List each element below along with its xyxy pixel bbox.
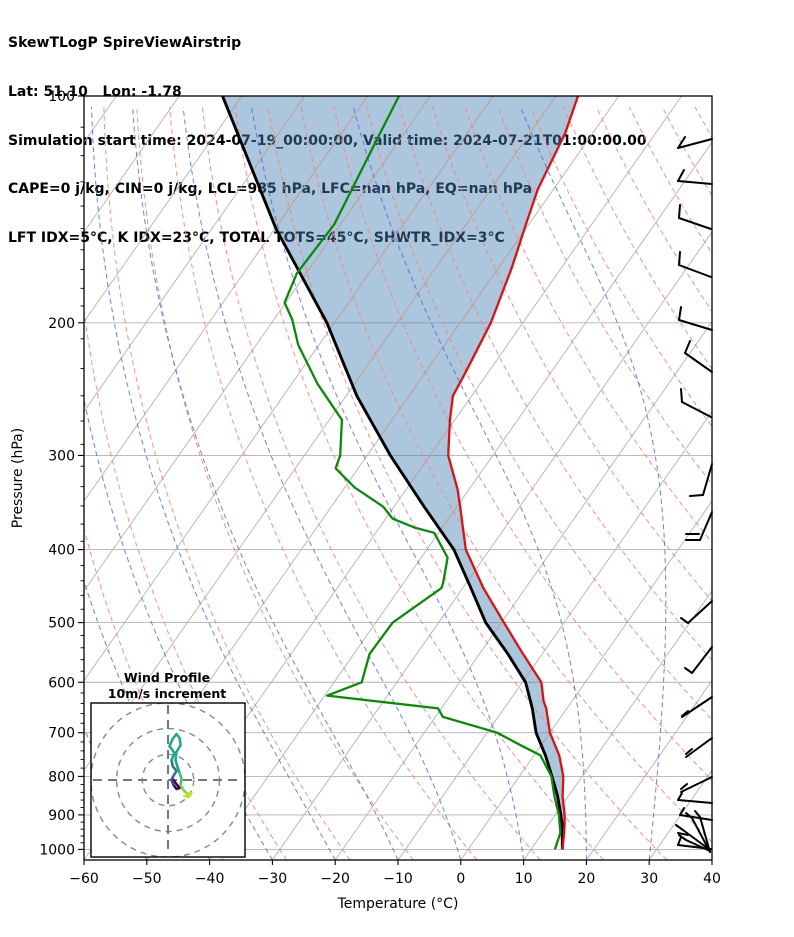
moist-adiabat: [91, 106, 336, 860]
hodograph-trace-segment: [183, 791, 193, 799]
wind-barb: [681, 696, 713, 718]
dry-adiabat: [267, 106, 668, 860]
x-tick-label: 30: [640, 871, 658, 887]
temperature-curve: [447, 96, 580, 850]
dry-adiabat: [103, 106, 351, 860]
moist-adiabat: [711, 856, 712, 860]
y-tick-label: 800: [48, 769, 75, 785]
dry-adiabat: [563, 106, 712, 370]
wind-barb: [677, 836, 712, 850]
x-tick-label: 20: [577, 871, 595, 887]
x-tick-label: 40: [703, 871, 721, 887]
dry-adiabat: [169, 106, 478, 860]
wind-barb: [678, 204, 712, 230]
x-tick-label: −50: [132, 871, 162, 887]
wind-barb: [678, 306, 713, 331]
x-tick-label: 10: [515, 871, 533, 887]
hodograph-trace-segment: [179, 783, 189, 796]
moist-adiabat: [132, 106, 399, 860]
x-tick-label: −20: [320, 871, 350, 887]
hodograph-trace-segment: [168, 732, 182, 775]
dry-adiabat: [136, 106, 414, 860]
wind-barb: [680, 776, 713, 793]
parcel-curve: [221, 96, 564, 850]
moist-adiabat: [352, 106, 587, 860]
wind-barb: [677, 792, 713, 804]
dry-adiabat: [530, 106, 712, 428]
sounding-curves: [221, 96, 580, 850]
hodograph-trace-segment: [170, 774, 175, 787]
cin-shading: [222, 96, 578, 850]
y-tick-label: 900: [48, 808, 75, 824]
header-stability-2: LFT IDX=5°C, K IDX=23°C, TOTAL TOTS=45°C…: [8, 229, 505, 246]
dewpoint-curve: [283, 96, 562, 850]
wind-barb: [678, 251, 712, 278]
axes-and-ticks: −60 −50 −40 −30 −20 −10 0 10 20 30 40 100 200 300 400 5…: [39, 89, 721, 887]
wind-barb: [685, 511, 713, 541]
wind-barbs: [675, 136, 713, 853]
y-tick-label: 400: [48, 543, 75, 559]
y-axis-label: Pressure (hPa): [10, 428, 26, 528]
wind-barb: [677, 169, 713, 185]
wind-barb: [684, 340, 713, 373]
wind-barb: [685, 812, 711, 853]
y-tick-label: 200: [48, 316, 75, 332]
x-tick-label: −60: [69, 871, 99, 887]
wind-barb: [694, 810, 711, 853]
moist-adiabat: [84, 726, 148, 860]
dry-adiabat: [596, 106, 712, 312]
cin-area: [222, 96, 578, 850]
wind-barb: [689, 463, 713, 497]
x-tick-label: −30: [258, 871, 288, 887]
y-tick-label: 600: [48, 675, 75, 691]
hodograph-trace-segment: [170, 758, 178, 778]
y-tick-label: 100: [48, 89, 75, 105]
wind-barb: [684, 646, 713, 674]
header-title: SkewTLogP SpireViewAirstrip: [8, 35, 242, 52]
hodograph-title-line1: Wind Profile: [124, 670, 210, 685]
dry-adiabat: [399, 106, 712, 661]
wind-barb: [675, 824, 711, 851]
hodograph-inset: [90, 702, 246, 858]
moist-adiabat: [182, 106, 462, 860]
hodograph-trace-segment: [172, 778, 181, 791]
dry-adiabat: [464, 106, 712, 544]
y-tick-label: 300: [48, 448, 75, 464]
moist-adiabat: [519, 106, 667, 860]
wind-barb: [685, 737, 713, 758]
wind-barb: [679, 807, 713, 821]
wind-barb: [680, 388, 712, 418]
dry-adiabat: [728, 107, 794, 860]
dry-adiabat: [694, 106, 712, 139]
dry-adiabat: [628, 106, 712, 255]
wind-barb: [677, 136, 713, 149]
x-tick-label: −40: [195, 871, 225, 887]
dry-adiabat: [333, 106, 712, 782]
dry-adiabat: [300, 106, 712, 843]
x-tick-label: 0: [456, 871, 465, 887]
x-tick-label: −10: [383, 871, 413, 887]
y-tick-label: 1000: [39, 842, 75, 858]
y-tick-label: 700: [48, 726, 75, 742]
hodograph-title-line2: 10m/s increment: [108, 686, 226, 701]
wind-barb: [680, 600, 713, 624]
y-tick-label: 500: [48, 616, 75, 632]
hodograph-trace-segment: [178, 771, 183, 787]
dry-adiabat: [761, 107, 794, 860]
x-axis-label: Temperature (°C): [337, 896, 459, 912]
